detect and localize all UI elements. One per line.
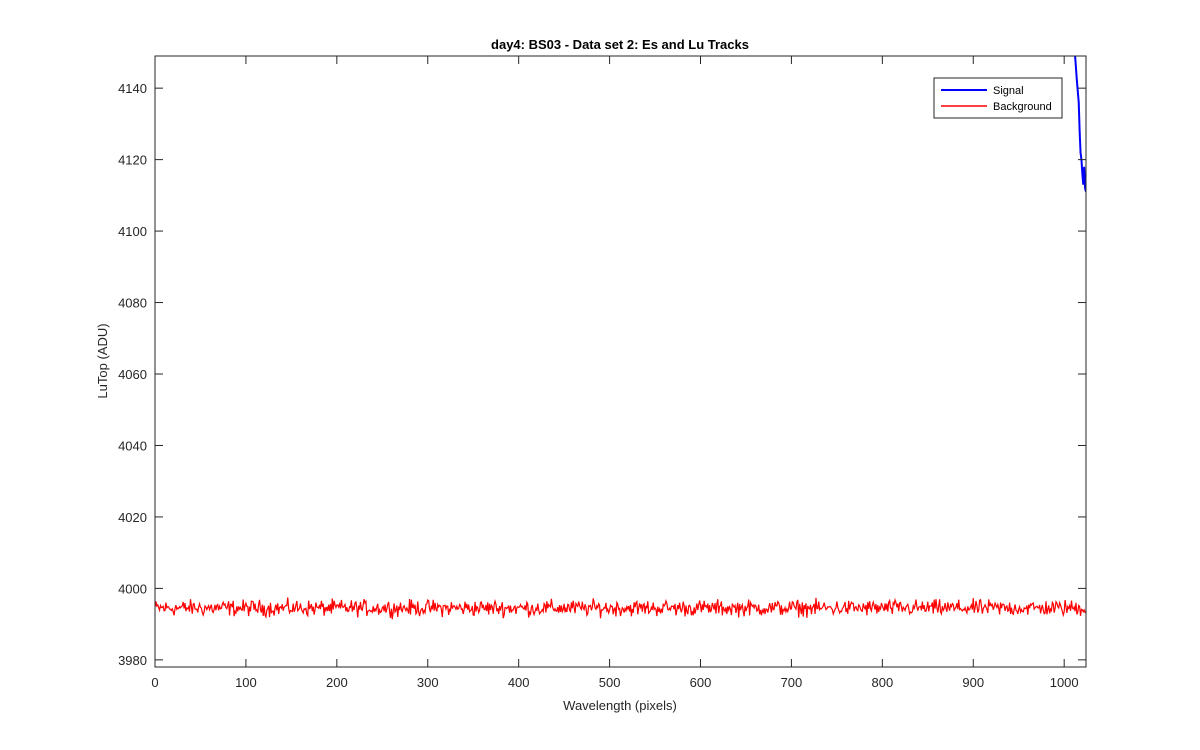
legend-background-label: Background (993, 101, 1052, 113)
x-tick-label: 1000 (1050, 675, 1079, 690)
x-tick-label: 0 (151, 675, 158, 690)
y-tick-label: 4040 (118, 438, 147, 453)
y-tick-label: 4120 (118, 153, 147, 168)
x-tick-label: 200 (326, 675, 348, 690)
x-tick-label: 500 (599, 675, 621, 690)
x-tick-label: 700 (781, 675, 803, 690)
x-tick-label: 400 (508, 675, 530, 690)
y-tick-label: 4060 (118, 367, 147, 382)
y-axis-label: LuTop (ADU) (95, 323, 110, 398)
plot-area (155, 56, 1086, 667)
x-tick-label: 800 (871, 675, 893, 690)
plot-frame (154, 55, 1087, 668)
legend-signal-label: Signal (993, 85, 1024, 97)
background-series-line (155, 597, 1086, 620)
ticks-layer: 0 100 200 300 400 500 600 700 800 900 1000 3980 4000… (118, 56, 1086, 690)
x-tick-label: 600 (690, 675, 712, 690)
legend: Signal Background (933, 77, 1063, 119)
legend-box (933, 77, 1063, 119)
y-tick-label: 4100 (118, 224, 147, 239)
y-tick-label: 4000 (118, 581, 147, 596)
x-tick-label: 300 (417, 675, 439, 690)
x-tick-label: 900 (962, 675, 984, 690)
y-tick-label: 4080 (118, 296, 147, 311)
y-tick-label: 4140 (118, 81, 147, 96)
x-axis-label: Wavelength (pixels) (563, 698, 677, 713)
chart-title: day4: BS03 - Data set 2: Es and Lu Track… (491, 37, 749, 52)
y-tick-label: 4020 (118, 510, 147, 525)
x-tick-label: 100 (235, 675, 257, 690)
y-tick-label: 3980 (118, 653, 147, 668)
